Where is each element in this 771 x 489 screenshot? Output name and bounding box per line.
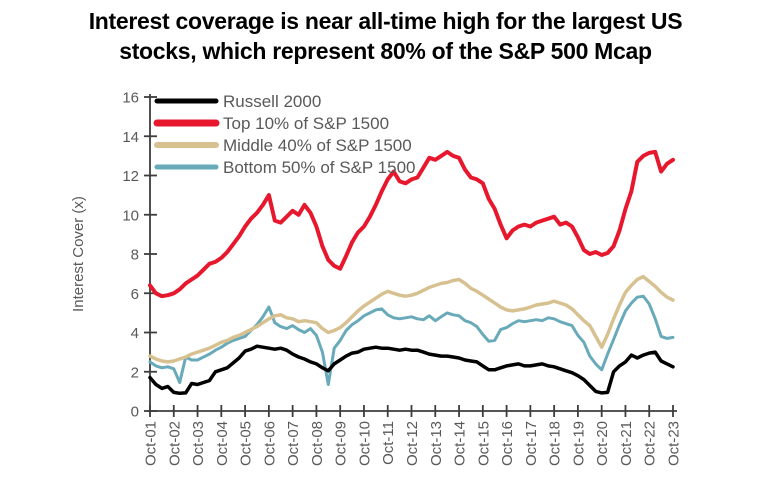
x-tick-label: Oct-20 [594,421,611,466]
x-tick-label: Oct-04 [214,421,231,466]
legend-label: Top 10% of S&P 1500 [223,114,389,133]
y-tick-label: 2 [131,364,139,381]
chart-title-line2: stocks, which represent 80% of the S&P 5… [119,38,652,64]
series-line-russell-2000 [148,344,675,396]
y-tick-label: 14 [122,129,139,146]
chart-title: Interest coverage is near all-time high … [0,6,771,66]
x-tick-label: Oct-17 [523,421,540,466]
x-tick-label: Oct-16 [499,421,516,466]
series-line-top-10-of-s-p-1500 [148,149,675,299]
x-tick-label: Oct-23 [665,421,682,466]
x-tick-label: Oct-12 [404,421,421,466]
legend-label: Middle 40% of S&P 1500 [223,136,412,155]
legend-label: Russell 2000 [223,92,321,111]
x-tick-label: Oct-01 [143,421,160,466]
series-line-middle-40-of-s-p-1500 [148,274,675,364]
x-tick-label: Oct-09 [333,421,350,466]
series-lines [148,149,675,396]
x-tick-label: Oct-10 [356,421,373,466]
x-tick-label: Oct-08 [309,421,326,466]
x-tick-label: Oct-19 [570,421,587,466]
x-tick-label: Oct-15 [475,421,492,466]
legend: Russell 2000 Top 10% of S&P 1500 Middle 40… [153,92,415,177]
x-tick-label: Oct-11 [380,421,397,465]
x-tick-label: Oct-18 [547,421,564,466]
y-tick-label: 12 [122,168,139,185]
y-tick-label: 16 [122,90,139,107]
x-tick-label: Oct-21 [618,421,635,466]
y-tick-label: 8 [131,247,139,264]
x-tick-label: Oct-03 [190,421,207,466]
x-tick-label: Oct-13 [428,421,445,466]
x-tick-label: Oct-07 [285,421,302,466]
x-tick-label: Oct-05 [238,421,255,466]
x-tick-label: Oct-02 [166,421,183,466]
y-axis-title: Interest Cover (x) [70,196,87,312]
series-line-bottom-50-of-s-p-1500 [148,294,675,386]
chart-title-line1: Interest coverage is near all-time high … [88,8,683,34]
y-tick-label: 6 [131,286,139,303]
x-tick-label: Oct-06 [261,421,278,466]
y-tick-label: 10 [122,207,139,224]
legend-label: Bottom 50% of S&P 1500 [223,158,415,177]
x-tick-label: Oct-22 [642,421,659,466]
y-tick-label: 0 [131,404,139,421]
y-tick-label: 4 [131,325,139,342]
axes: 0 2 4 6 8 10 12 14 16 Oct-01 Oct-02 Oct-03 Oct-04 Oct… [122,90,682,467]
x-tick-label: Oct-14 [452,421,469,466]
